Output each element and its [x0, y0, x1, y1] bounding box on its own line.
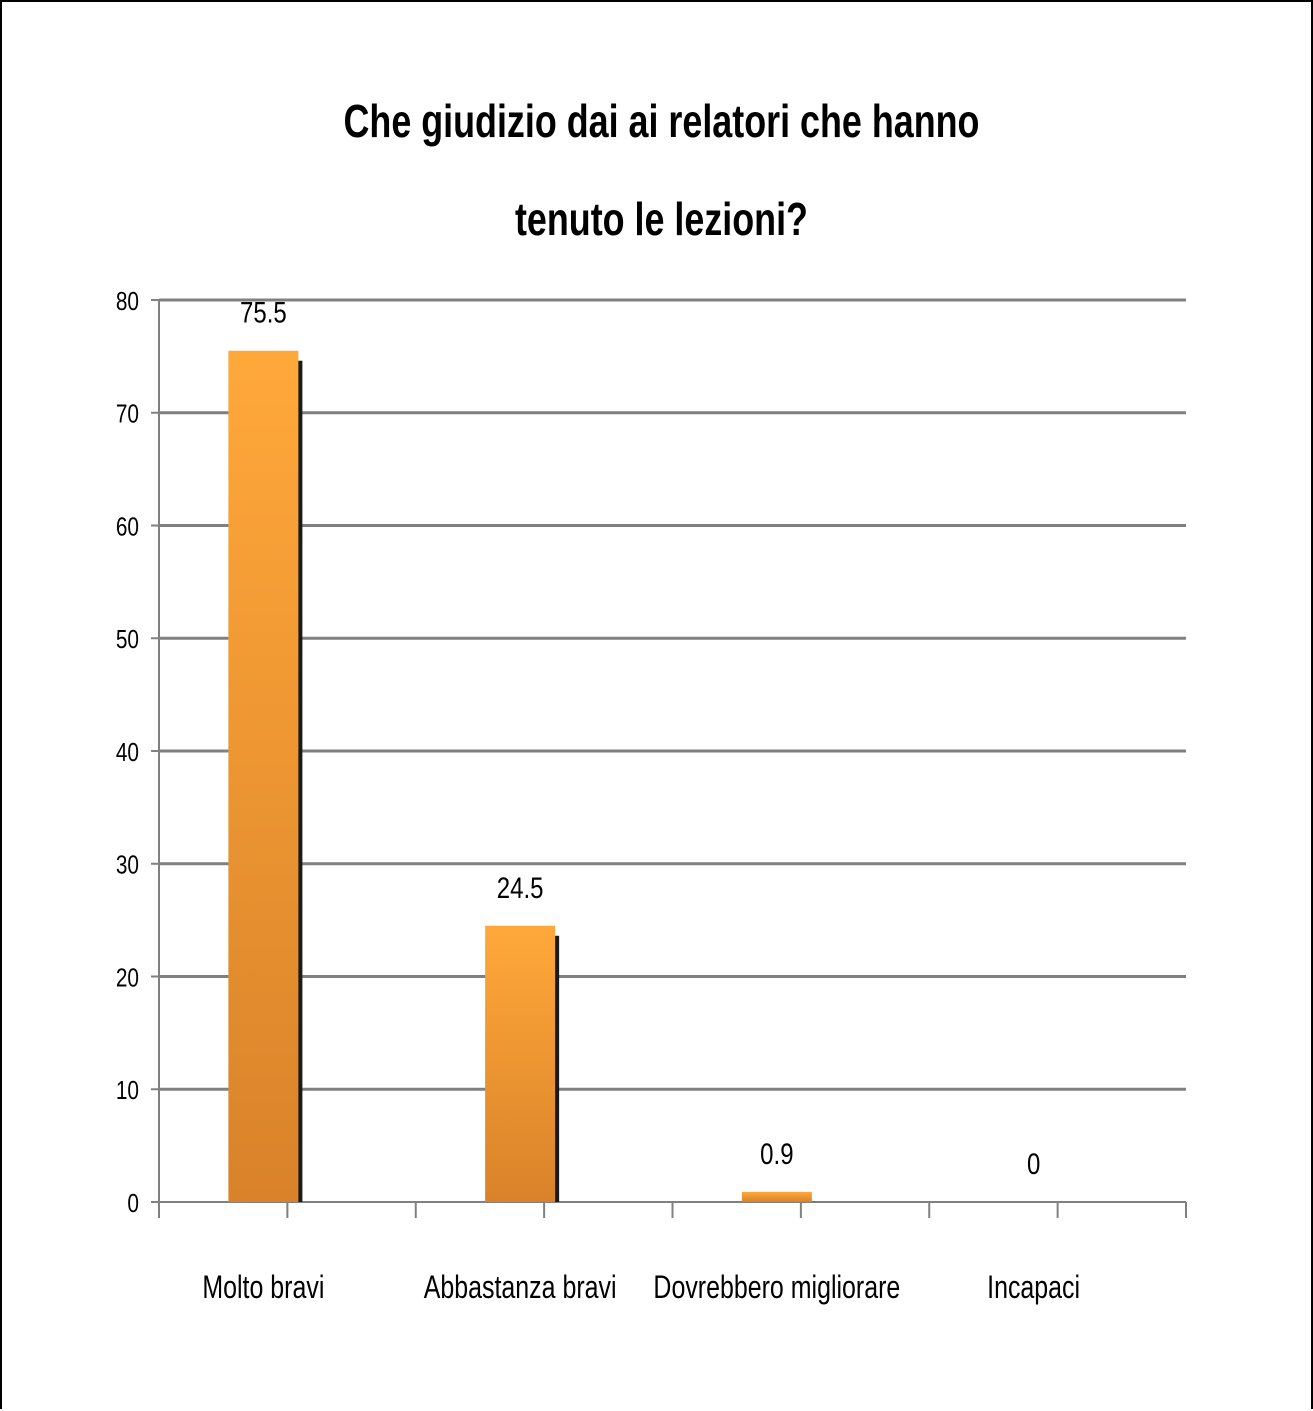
axes: [151, 300, 1186, 1218]
gridlines: [159, 300, 1186, 1089]
y-tick-label: 20: [116, 963, 139, 992]
y-tick-label: 40: [116, 738, 139, 767]
data-label: 0: [1027, 1146, 1040, 1180]
category-label: Abbastanza bravi: [424, 1270, 617, 1306]
y-tick-label: 60: [116, 512, 139, 541]
bars: [228, 351, 816, 1202]
bar-0: [228, 351, 298, 1202]
data-label: 75.5: [240, 295, 287, 329]
y-tick-label: 0: [127, 1189, 139, 1218]
category-label: Dovrebbero migliorare: [653, 1270, 900, 1306]
y-tick-label: 30: [116, 851, 139, 880]
y-tick-label: 80: [116, 287, 139, 316]
data-label: 0.9: [760, 1136, 793, 1170]
y-tick-label: 50: [116, 625, 139, 654]
y-tick-label: 70: [116, 400, 139, 429]
y-tick-label: 10: [116, 1076, 139, 1105]
category-label: Molto bravi: [202, 1270, 324, 1306]
data-label: 24.5: [497, 870, 544, 904]
category-label: Incapaci: [987, 1270, 1080, 1306]
bar-1: [485, 926, 555, 1202]
bar-2: [742, 1192, 812, 1202]
